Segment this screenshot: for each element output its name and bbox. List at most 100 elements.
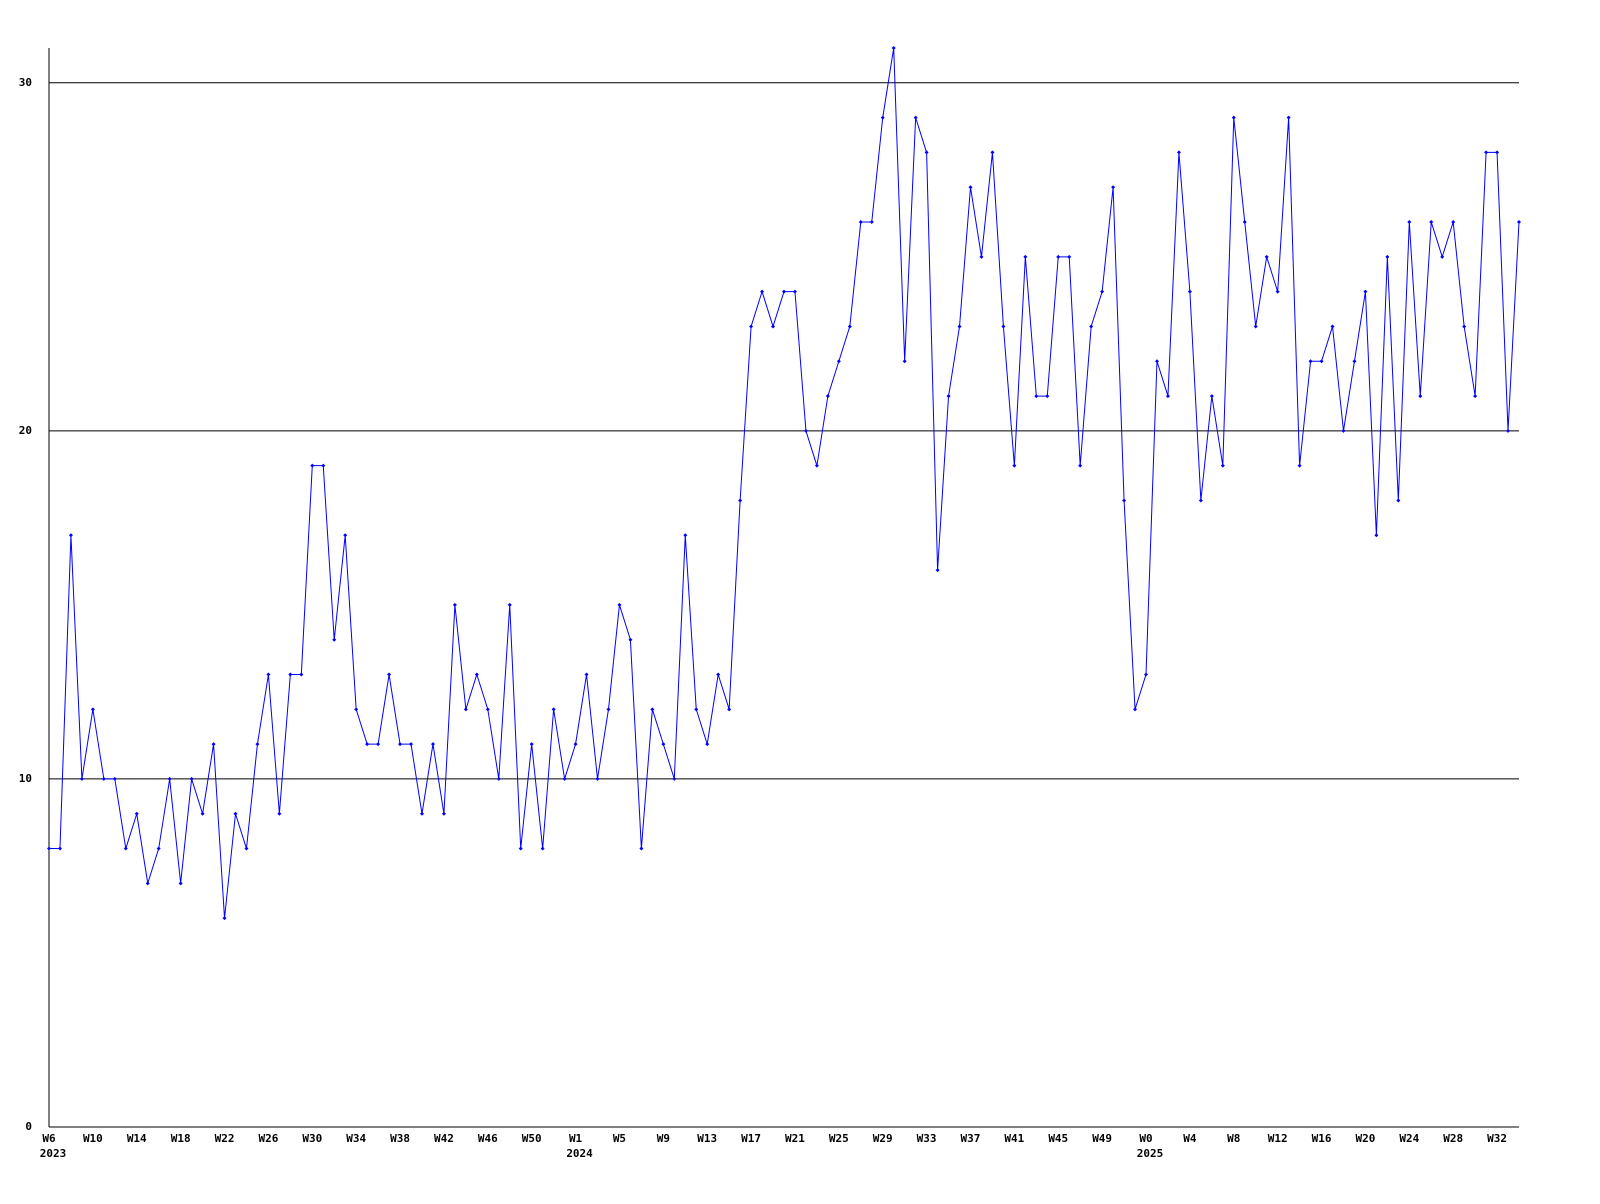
data-point bbox=[727, 707, 732, 712]
x-tick-label: W18 bbox=[171, 1132, 191, 1145]
data-point bbox=[101, 776, 106, 781]
data-point bbox=[760, 289, 765, 294]
data-point bbox=[836, 359, 841, 364]
data-point bbox=[957, 324, 962, 329]
data-point bbox=[200, 811, 205, 816]
x-year-label: 2023 bbox=[40, 1147, 67, 1160]
data-point bbox=[792, 289, 797, 294]
data-point bbox=[310, 463, 315, 468]
data-point bbox=[1133, 707, 1138, 712]
data-point bbox=[650, 707, 655, 712]
data-point bbox=[803, 428, 808, 433]
x-year-label: 2025 bbox=[1137, 1147, 1164, 1160]
x-tick-label: W37 bbox=[961, 1132, 981, 1145]
x-tick-label: W0 bbox=[1139, 1132, 1152, 1145]
data-point bbox=[968, 185, 973, 190]
x-tick-label: W34 bbox=[346, 1132, 366, 1145]
data-point bbox=[1297, 463, 1302, 468]
data-point bbox=[1352, 359, 1357, 364]
y-tick-label: 20 bbox=[19, 424, 32, 437]
data-point bbox=[573, 742, 578, 747]
data-point bbox=[1363, 289, 1368, 294]
data-point bbox=[90, 707, 95, 712]
data-point bbox=[1001, 324, 1006, 329]
x-tick-label: W50 bbox=[522, 1132, 542, 1145]
data-point bbox=[946, 394, 951, 399]
x-tick-label: W33 bbox=[917, 1132, 937, 1145]
data-point bbox=[1034, 394, 1039, 399]
data-point bbox=[365, 742, 370, 747]
data-point bbox=[1517, 220, 1521, 225]
x-tick-label: W22 bbox=[215, 1132, 235, 1145]
data-point bbox=[376, 742, 381, 747]
data-point bbox=[244, 846, 249, 851]
data-point bbox=[979, 254, 984, 259]
data-point bbox=[496, 776, 501, 781]
data-point bbox=[485, 707, 490, 712]
x-tick-label: W14 bbox=[127, 1132, 147, 1145]
data-point bbox=[913, 115, 918, 120]
data-point bbox=[1154, 359, 1159, 364]
data-point bbox=[354, 707, 359, 712]
data-point bbox=[266, 672, 271, 677]
x-tick-label: W41 bbox=[1004, 1132, 1024, 1145]
data-point bbox=[771, 324, 776, 329]
data-point bbox=[880, 115, 885, 120]
x-tick-label: W1 bbox=[569, 1132, 583, 1145]
data-point bbox=[145, 881, 150, 886]
x-year-label: 2024 bbox=[566, 1147, 593, 1160]
data-point bbox=[1089, 324, 1094, 329]
data-point bbox=[189, 776, 194, 781]
y-tick-label: 30 bbox=[19, 76, 32, 89]
data-point bbox=[1220, 463, 1225, 468]
data-point bbox=[178, 881, 183, 886]
data-point bbox=[902, 359, 907, 364]
data-point bbox=[1385, 254, 1390, 259]
data-point bbox=[847, 324, 852, 329]
data-point bbox=[1440, 254, 1445, 259]
data-point bbox=[1462, 324, 1467, 329]
data-point bbox=[1473, 394, 1478, 399]
data-point bbox=[233, 811, 238, 816]
data-point bbox=[606, 707, 611, 712]
data-point bbox=[47, 846, 51, 851]
x-tick-label: W8 bbox=[1227, 1132, 1240, 1145]
data-point bbox=[463, 707, 468, 712]
x-tick-label: W42 bbox=[434, 1132, 454, 1145]
x-tick-label: W17 bbox=[741, 1132, 761, 1145]
data-point bbox=[1045, 394, 1050, 399]
data-point bbox=[1067, 254, 1072, 259]
data-point bbox=[112, 776, 117, 781]
data-point bbox=[288, 672, 293, 677]
data-point bbox=[167, 776, 172, 781]
data-point bbox=[1341, 428, 1346, 433]
data-point bbox=[672, 776, 677, 781]
data-point bbox=[1407, 220, 1412, 225]
data-point bbox=[1209, 394, 1214, 399]
data-point bbox=[1418, 394, 1423, 399]
data-point bbox=[57, 846, 62, 851]
data-point bbox=[661, 742, 666, 747]
x-tick-label: W5 bbox=[613, 1132, 626, 1145]
data-point bbox=[409, 742, 414, 747]
x-tick-label: W26 bbox=[258, 1132, 278, 1145]
data-point bbox=[584, 672, 589, 677]
x-tick-label: W16 bbox=[1312, 1132, 1332, 1145]
data-point bbox=[705, 742, 710, 747]
data-point bbox=[1122, 498, 1127, 503]
x-tick-label: W46 bbox=[478, 1132, 498, 1145]
data-point bbox=[1330, 324, 1335, 329]
data-point bbox=[814, 463, 819, 468]
data-point bbox=[562, 776, 567, 781]
x-tick-label: W32 bbox=[1487, 1132, 1507, 1145]
x-tick-label: W38 bbox=[390, 1132, 410, 1145]
data-point bbox=[255, 742, 260, 747]
data-point bbox=[387, 672, 392, 677]
x-tick-label: W9 bbox=[657, 1132, 670, 1145]
data-point bbox=[1275, 289, 1280, 294]
data-point bbox=[628, 637, 633, 642]
data-point bbox=[156, 846, 161, 851]
data-point bbox=[474, 672, 479, 677]
data-point bbox=[1242, 220, 1247, 225]
